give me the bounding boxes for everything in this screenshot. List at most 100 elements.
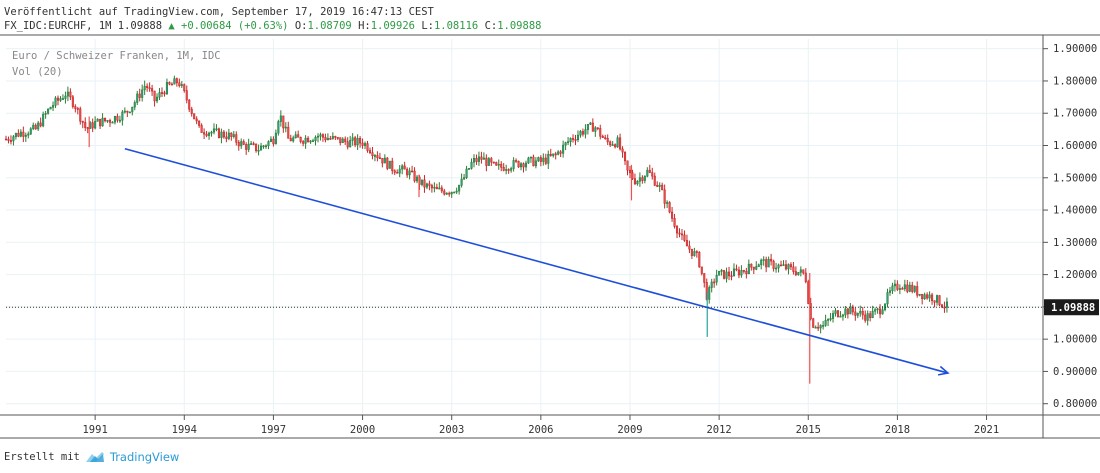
candle-body bbox=[911, 284, 914, 292]
candle-body bbox=[388, 160, 391, 169]
close-value: 1.09888 bbox=[497, 20, 542, 32]
x-tick-label: 2012 bbox=[706, 424, 731, 436]
candle-body bbox=[118, 119, 121, 122]
candle-body bbox=[619, 137, 622, 150]
candle-body bbox=[460, 178, 463, 186]
candle-body bbox=[653, 175, 656, 186]
candle-body bbox=[829, 318, 832, 320]
candle-body bbox=[262, 145, 265, 148]
candle-body bbox=[611, 144, 614, 146]
candle-body bbox=[463, 177, 466, 180]
x-tick-label: 2000 bbox=[350, 424, 375, 436]
candle-body bbox=[770, 258, 773, 262]
candle-body bbox=[116, 116, 119, 121]
candle-body bbox=[661, 184, 664, 191]
candle-body bbox=[571, 138, 575, 140]
candle-body bbox=[552, 153, 555, 156]
candle-body bbox=[4, 138, 8, 141]
candle-body bbox=[945, 301, 948, 308]
candle-body bbox=[750, 263, 753, 268]
candle-body bbox=[170, 83, 173, 86]
candle-body bbox=[802, 269, 805, 274]
candle-body bbox=[492, 161, 495, 164]
candle-body bbox=[549, 153, 552, 156]
candle-body bbox=[257, 149, 260, 152]
candle-body bbox=[732, 268, 736, 277]
candle-body bbox=[52, 105, 55, 108]
candle-body bbox=[34, 124, 37, 130]
candle-body bbox=[398, 168, 401, 174]
candle-body bbox=[237, 141, 240, 147]
candle-body bbox=[148, 87, 151, 89]
candle-body bbox=[470, 161, 473, 169]
candle-body bbox=[79, 108, 82, 122]
candle-body bbox=[812, 318, 815, 328]
candle-body bbox=[524, 162, 528, 168]
candle-body bbox=[339, 137, 342, 144]
candle-body bbox=[765, 259, 768, 268]
candle-body bbox=[378, 157, 381, 160]
candle-body bbox=[906, 284, 909, 292]
last-price-badge bbox=[1044, 299, 1099, 316]
candle-body bbox=[401, 165, 404, 170]
candle-body bbox=[329, 138, 332, 140]
candle-body bbox=[576, 134, 580, 141]
candle-body bbox=[158, 92, 161, 98]
candle-body bbox=[304, 137, 307, 144]
candle-body bbox=[646, 169, 649, 177]
candle-body bbox=[725, 271, 728, 279]
candle-body bbox=[359, 138, 362, 144]
candle-body bbox=[648, 169, 651, 173]
candle-body bbox=[693, 251, 696, 256]
candle-body bbox=[720, 270, 723, 272]
candle-body bbox=[804, 272, 807, 283]
high-label: H: bbox=[358, 20, 371, 32]
candle-body bbox=[846, 308, 849, 315]
candle-body bbox=[336, 137, 339, 139]
low-value: 1.08116 bbox=[433, 20, 479, 32]
candle-body bbox=[713, 281, 716, 284]
chart-legend: Euro / Schweizer Franken, 1M, IDC Vol (2… bbox=[12, 48, 221, 80]
candle-body bbox=[289, 138, 292, 142]
candle-body bbox=[532, 156, 535, 167]
candle-body bbox=[250, 143, 253, 145]
candle-body bbox=[775, 267, 778, 270]
candle-body bbox=[44, 113, 47, 115]
tradingview-brand[interactable]: TradingView bbox=[109, 450, 180, 464]
candle-body bbox=[864, 314, 867, 321]
candle-body bbox=[710, 281, 713, 288]
candle-body bbox=[7, 138, 10, 141]
candle-body bbox=[467, 168, 471, 170]
candle-body bbox=[153, 90, 156, 102]
candle-body bbox=[242, 141, 245, 145]
candle-body bbox=[628, 169, 632, 174]
candle-body bbox=[217, 128, 220, 138]
candle-body bbox=[440, 187, 443, 192]
candle-body bbox=[893, 283, 896, 287]
candle-body bbox=[393, 170, 396, 173]
candle-body bbox=[836, 310, 840, 317]
candle-body bbox=[47, 108, 50, 114]
candle-body bbox=[193, 113, 196, 120]
candle-body bbox=[319, 134, 322, 137]
x-tick-label: 2009 bbox=[617, 424, 642, 436]
candle-body bbox=[747, 263, 750, 275]
candle-body bbox=[727, 271, 731, 277]
candle-body bbox=[609, 141, 612, 146]
candle-body bbox=[207, 132, 211, 136]
candle-body bbox=[311, 140, 315, 142]
candle-body bbox=[396, 172, 399, 174]
candle-body bbox=[918, 293, 921, 296]
y-tick-label: 1.70000 bbox=[1053, 108, 1097, 120]
chart-footer: Erstellt mit TradingView bbox=[4, 450, 179, 464]
candle-body bbox=[755, 266, 758, 270]
candle-body bbox=[272, 138, 275, 145]
candle-body bbox=[94, 121, 97, 129]
candle-body bbox=[547, 153, 550, 164]
candle-body bbox=[198, 120, 201, 126]
candle-body bbox=[943, 306, 946, 309]
candle-body bbox=[695, 251, 698, 253]
candle-body bbox=[690, 248, 693, 256]
candle-body bbox=[99, 118, 102, 127]
